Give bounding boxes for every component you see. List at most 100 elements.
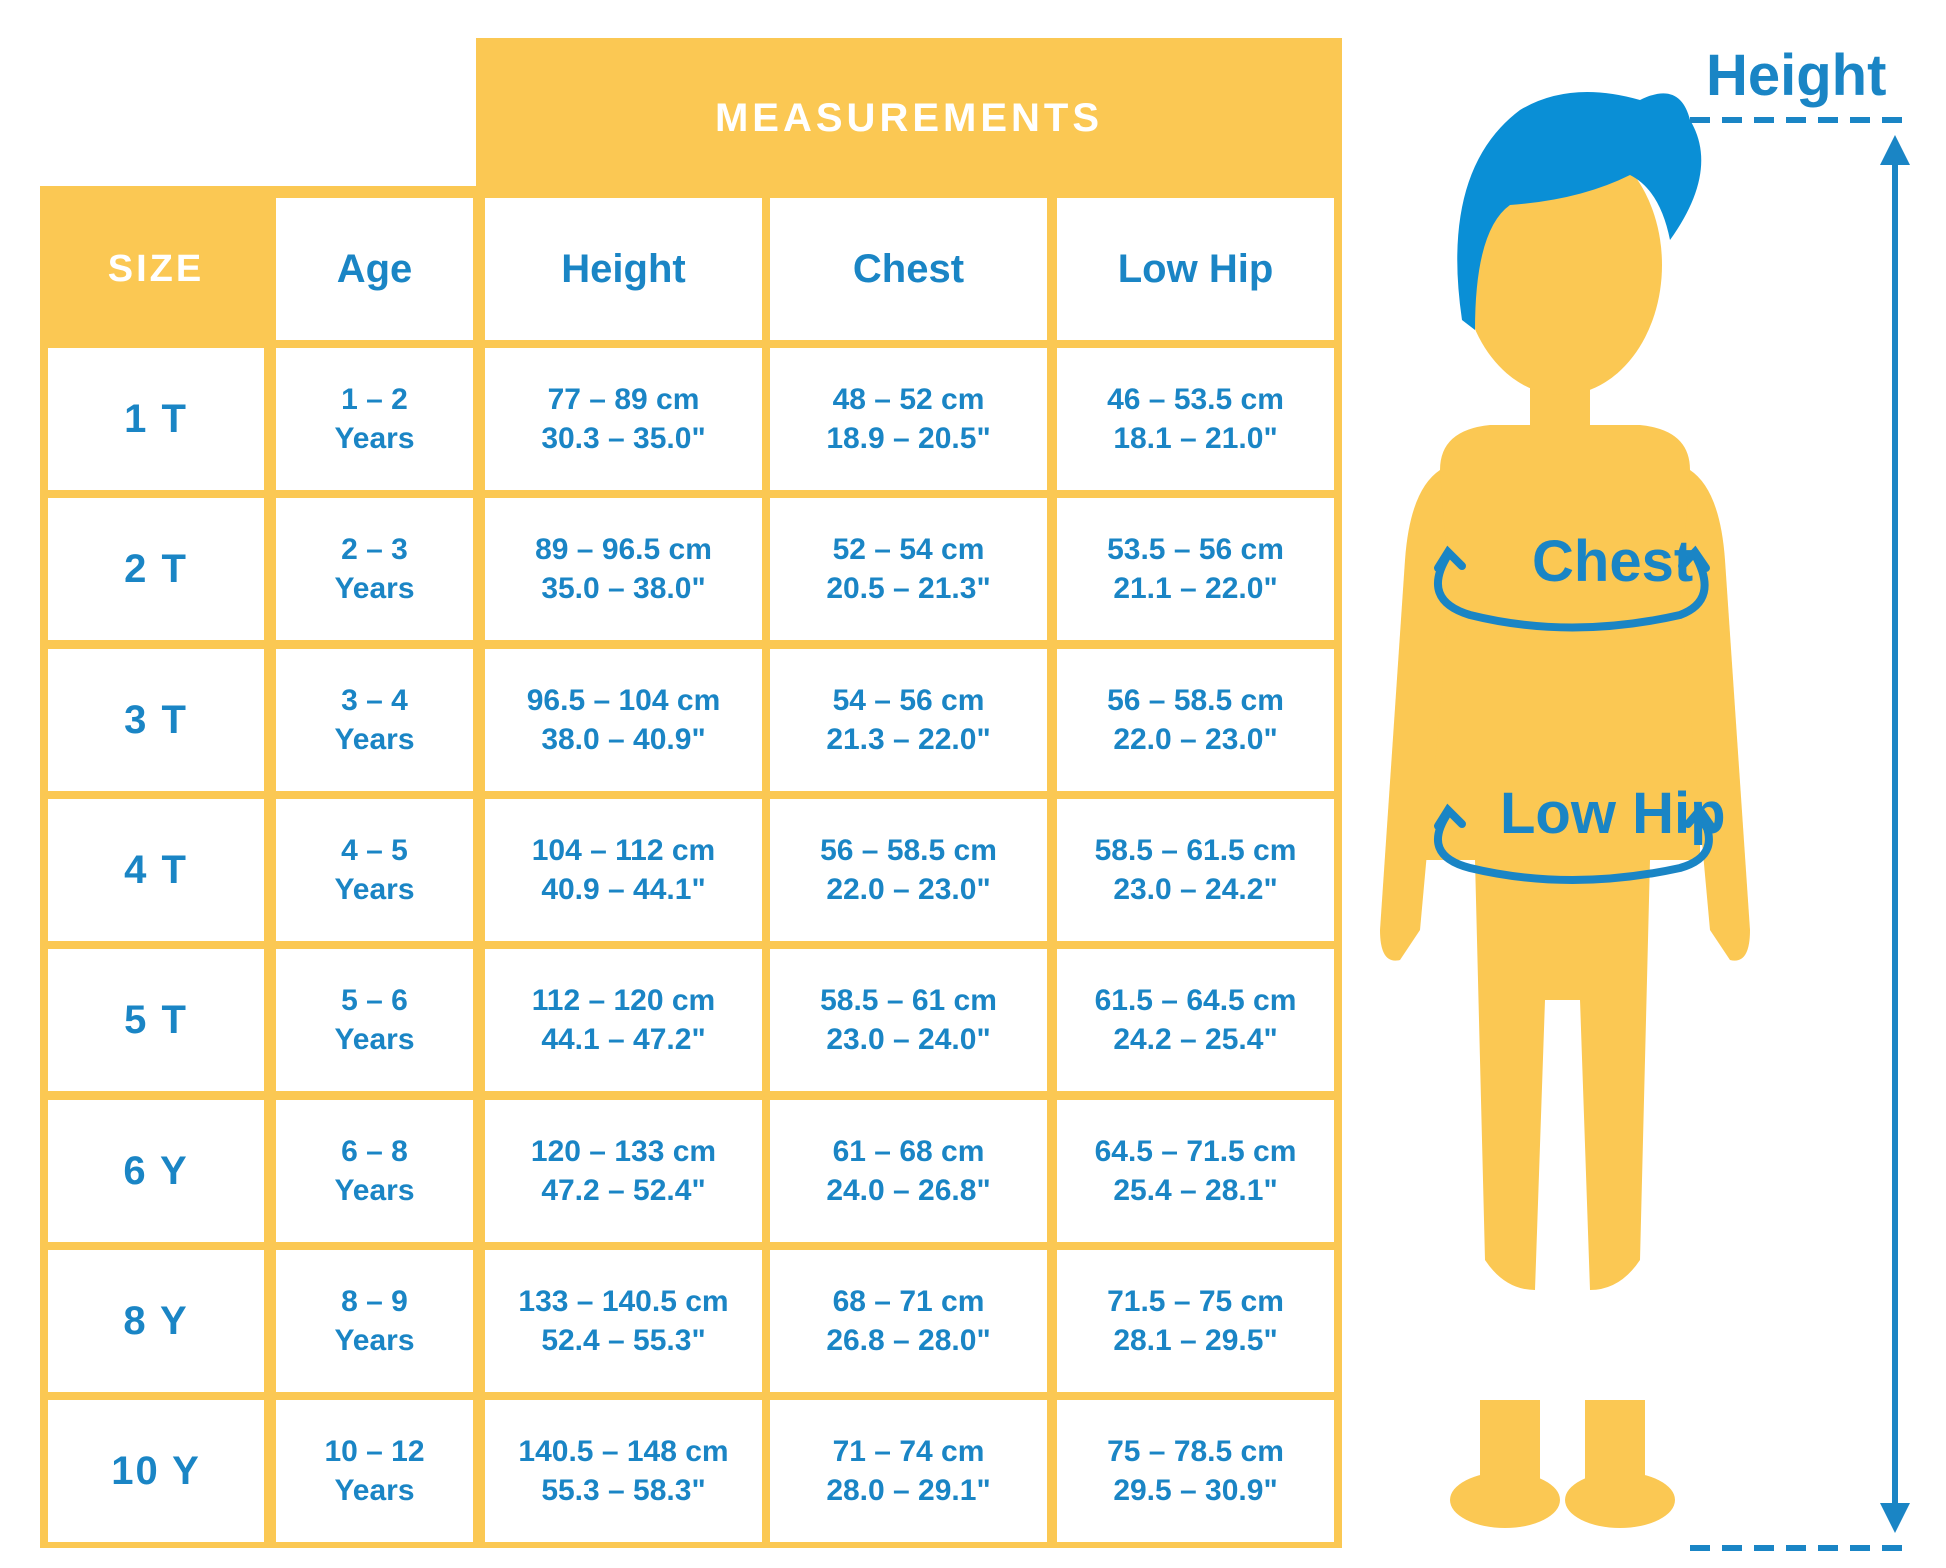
child-silhouette-icon (1380, 135, 1750, 1528)
age-line: 3 – 4 (341, 684, 408, 717)
low-hip-line: 21.1 – 22.0" (1113, 572, 1278, 605)
chest-cell: 58.5 – 61 cm 23.0 – 24.0" (770, 949, 1047, 1091)
height-line: 35.0 – 38.0" (541, 572, 706, 605)
low-hip-line: 71.5 – 75 cm (1107, 1285, 1284, 1318)
chest-cell: 61 – 68 cm 24.0 – 26.8" (770, 1100, 1047, 1242)
height-line: 133 – 140.5 cm (518, 1285, 729, 1318)
low-hip-cell: 56 – 58.5 cm 22.0 – 23.0" (1057, 649, 1334, 791)
chest-cell: 56 – 58.5 cm 22.0 – 23.0" (770, 799, 1047, 941)
low-hip-line: 56 – 58.5 cm (1107, 684, 1284, 717)
low-hip-line: 46 – 53.5 cm (1107, 383, 1284, 416)
size-cell: 10 Y (48, 1400, 264, 1542)
height-line: 112 – 120 cm (531, 984, 716, 1017)
low-hip-cell: 71.5 – 75 cm 28.1 – 29.5" (1057, 1250, 1334, 1392)
height-line: 38.0 – 40.9" (541, 723, 706, 756)
chest-line: 71 – 74 cm (832, 1435, 985, 1468)
age-line: 10 – 12 (324, 1435, 425, 1468)
height-cell: 96.5 – 104 cm 38.0 – 40.9" (485, 649, 762, 791)
height-line: 120 – 133 cm (530, 1135, 717, 1168)
chest-measure-icon (1434, 545, 1710, 632)
age-cell: 8 – 9 Years (276, 1250, 473, 1392)
low-hip-cell: 53.5 – 56 cm 21.1 – 22.0" (1057, 498, 1334, 640)
age-line: 2 – 3 (341, 533, 408, 566)
height-line: 30.3 – 35.0" (541, 422, 706, 455)
height-arrow-icon (1690, 117, 1910, 1551)
age-cell: 5 – 6 Years (276, 949, 473, 1091)
size-column-header: SIZE (48, 198, 264, 340)
age-line: Years (334, 1324, 415, 1357)
age-cell: 10 – 12 Years (276, 1400, 473, 1542)
height-cell: 112 – 120 cm 44.1 – 47.2" (485, 949, 762, 1091)
chest-line: 21.3 – 22.0" (826, 723, 991, 756)
size-cell: 3 T (48, 649, 264, 791)
low-hip-cell: 64.5 – 71.5 cm 25.4 – 28.1" (1057, 1100, 1334, 1242)
age-line: Years (334, 1174, 415, 1207)
height-line: 104 – 112 cm (531, 834, 716, 867)
chest-cell: 71 – 74 cm 28.0 – 29.1" (770, 1400, 1047, 1542)
low-hip-line: 64.5 – 71.5 cm (1094, 1135, 1297, 1168)
figure-chest-label: Chest (1532, 529, 1694, 594)
height-cell: 104 – 112 cm 40.9 – 44.1" (485, 799, 762, 941)
age-column-header: Age (276, 198, 473, 340)
age-line: Years (334, 572, 415, 605)
low-hip-column-header: Low Hip (1057, 198, 1334, 340)
low-hip-line: 58.5 – 61.5 cm (1094, 834, 1297, 867)
low-hip-line: 23.0 – 24.2" (1113, 873, 1278, 906)
chest-line: 28.0 – 29.1" (826, 1474, 991, 1507)
low-hip-line: 24.2 – 25.4" (1113, 1023, 1278, 1056)
height-column-header: Height (485, 198, 762, 340)
height-line: 40.9 – 44.1" (541, 873, 706, 906)
low-hip-line: 28.1 – 29.5" (1113, 1324, 1278, 1357)
age-line: Years (334, 1474, 415, 1507)
chest-cell: 68 – 71 cm 26.8 – 28.0" (770, 1250, 1047, 1392)
chest-column-header: Chest (770, 198, 1047, 340)
chest-line: 52 – 54 cm (832, 533, 985, 566)
size-cell: 5 T (48, 949, 264, 1091)
figure-low-hip-label: Low Hip (1500, 781, 1726, 846)
age-line: 4 – 5 (341, 834, 408, 867)
chest-line: 61 – 68 cm (832, 1135, 985, 1168)
child-figure (1380, 92, 1910, 1551)
height-line: 89 – 96.5 cm (535, 533, 712, 566)
height-line: 96.5 – 104 cm (526, 684, 721, 717)
size-cell: 1 T (48, 348, 264, 490)
measurements-header: MEASUREMENTS (476, 38, 1342, 198)
height-line: 47.2 – 52.4" (541, 1174, 706, 1207)
chest-cell: 52 – 54 cm 20.5 – 21.3" (770, 498, 1047, 640)
age-cell: 4 – 5 Years (276, 799, 473, 941)
low-hip-cell: 75 – 78.5 cm 29.5 – 30.9" (1057, 1400, 1334, 1542)
low-hip-line: 53.5 – 56 cm (1107, 533, 1284, 566)
chest-line: 68 – 71 cm (832, 1285, 985, 1318)
age-line: Years (334, 1023, 415, 1056)
height-line: 55.3 – 58.3" (541, 1474, 706, 1507)
height-cell: 77 – 89 cm 30.3 – 35.0" (485, 348, 762, 490)
age-cell: 2 – 3 Years (276, 498, 473, 640)
low-hip-cell: 61.5 – 64.5 cm 24.2 – 25.4" (1057, 949, 1334, 1091)
height-cell: 133 – 140.5 cm 52.4 – 55.3" (485, 1250, 762, 1392)
height-line: 44.1 – 47.2" (541, 1023, 706, 1056)
height-cell: 120 – 133 cm 47.2 – 52.4" (485, 1100, 762, 1242)
height-line: 77 – 89 cm (547, 383, 700, 416)
age-line: Years (334, 422, 415, 455)
figure-height-label: Height (1706, 43, 1887, 108)
low-hip-line: 18.1 – 21.0" (1113, 422, 1278, 455)
age-line: Years (334, 723, 415, 756)
chest-line: 18.9 – 20.5" (826, 422, 991, 455)
chest-line: 22.0 – 23.0" (826, 873, 991, 906)
age-line: Years (334, 873, 415, 906)
low-hip-measure-icon (1434, 803, 1715, 884)
chest-line: 56 – 58.5 cm (820, 834, 997, 867)
age-line: 5 – 6 (341, 984, 408, 1017)
chest-line: 20.5 – 21.3" (826, 572, 991, 605)
low-hip-cell: 46 – 53.5 cm 18.1 – 21.0" (1057, 348, 1334, 490)
height-cell: 89 – 96.5 cm 35.0 – 38.0" (485, 498, 762, 640)
size-cell: 2 T (48, 498, 264, 640)
height-cell: 140.5 – 148 cm 55.3 – 58.3" (485, 1400, 762, 1542)
low-hip-line: 22.0 – 23.0" (1113, 723, 1278, 756)
low-hip-line: 61.5 – 64.5 cm (1094, 984, 1297, 1017)
height-line: 140.5 – 148 cm (518, 1435, 729, 1468)
chest-line: 23.0 – 24.0" (826, 1023, 991, 1056)
height-line: 52.4 – 55.3" (541, 1324, 706, 1357)
chest-line: 54 – 56 cm (832, 684, 985, 717)
